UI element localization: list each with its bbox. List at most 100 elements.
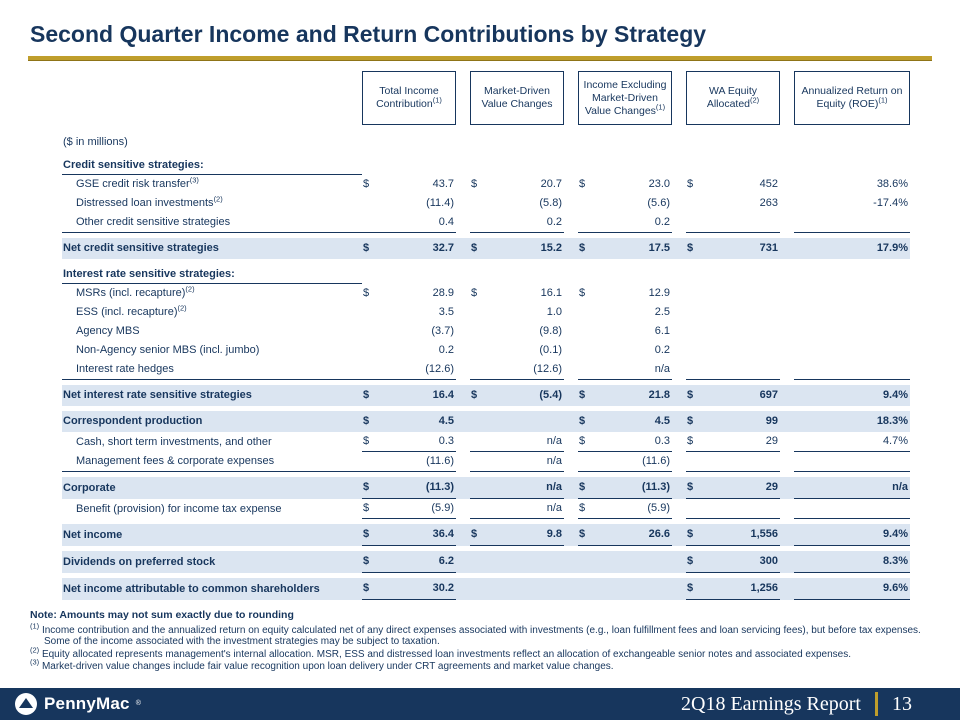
- cell-currency: $: [578, 472, 594, 499]
- column-header-gap: [672, 71, 686, 125]
- footnote-2: (2) Equity allocated represents manageme…: [30, 646, 930, 661]
- table-row: MSRs (incl. recapture)(2) $28.9 $16.1 $12.9: [62, 284, 910, 303]
- cell-currency: [470, 360, 486, 380]
- cell-currency: [578, 573, 594, 600]
- cell-currency: $: [686, 233, 702, 259]
- strategy-table-body: Credit sensitive strategies: GSE credit r…: [62, 150, 911, 600]
- cell-value: 9.6%: [798, 573, 911, 600]
- cell-gap: [564, 341, 578, 360]
- cell-gap: [456, 573, 470, 600]
- cell-value: 36.4: [378, 519, 456, 546]
- cell-gap: [780, 472, 794, 499]
- cell-value: [798, 303, 910, 322]
- cell-currency: [686, 499, 702, 519]
- cell-value: (11.4): [426, 197, 454, 209]
- cell-gap: [456, 406, 470, 432]
- row-label-cell: Corporate: [62, 472, 362, 499]
- row-label-cell: Net income: [62, 519, 362, 546]
- cell-currency: $: [362, 573, 378, 600]
- row-label-cell: Non-Agency senior MBS (incl. jumbo): [62, 341, 362, 360]
- cell-currency: [470, 303, 486, 322]
- cell-currency: [794, 233, 798, 259]
- table-row: Net credit sensitive strategies $32.7 $15.…: [62, 233, 911, 259]
- column-header-gap: [564, 71, 578, 125]
- cell-value: [798, 360, 911, 380]
- cell-gap: [564, 519, 578, 546]
- column-header-box: Annualized Return on Equity (ROE)(1): [794, 71, 911, 125]
- cell-gap: [780, 452, 794, 472]
- cell-gap: [672, 452, 686, 472]
- column-header-box: WA Equity Allocated(2): [686, 71, 780, 125]
- row-label: Benefit (provision) for income tax expen…: [76, 502, 282, 515]
- row-label: GSE credit risk transfer: [76, 178, 190, 190]
- cell-currency: $: [686, 406, 702, 432]
- row-label-sup: (2): [177, 303, 187, 313]
- cell-gap: [672, 380, 686, 406]
- cell-value: 17.9%: [798, 233, 911, 259]
- row-label-sup: (2): [213, 194, 223, 204]
- cell-value: 20.7: [540, 178, 562, 190]
- cell-currency: [794, 360, 798, 380]
- table-row: Distressed loan investments(2) (11.4) (5.8…: [62, 194, 910, 213]
- row-label: Net income attributable to common shareh…: [63, 582, 320, 595]
- column-header-sup: (2): [750, 95, 760, 105]
- cell-value: [798, 452, 911, 472]
- cell-currency: [686, 341, 702, 360]
- cell-value: (9.8): [539, 325, 562, 337]
- cell-currency: $: [362, 472, 378, 499]
- strategy-table: Total Income Contribution(1) Market-Drive…: [62, 71, 911, 600]
- cell-currency: $: [579, 287, 586, 299]
- cell-currency: [794, 380, 798, 406]
- table-row: Net income attributable to common shareh…: [62, 573, 911, 600]
- footnote-3-text: Market-driven value changes include fair…: [41, 661, 614, 672]
- cell-currency: [686, 284, 702, 303]
- cell-currency: [362, 341, 378, 360]
- cell-currency: [578, 546, 594, 573]
- row-label: Dividends on preferred stock: [63, 555, 216, 568]
- cell-gap: [456, 213, 470, 233]
- cell-currency: [578, 194, 594, 213]
- cell-value: (11.6): [378, 452, 456, 472]
- cell-value: [486, 406, 564, 432]
- row-label-cell: Net credit sensitive strategies: [62, 233, 362, 259]
- row-label: Corporate: [63, 481, 116, 494]
- row-label-sup: (2): [185, 284, 195, 294]
- cell-currency: $: [686, 380, 702, 406]
- cell-value: 16.4: [378, 380, 456, 406]
- cell-value: [798, 213, 911, 233]
- row-label-cell: Cash, short term investments, and other: [62, 432, 362, 452]
- cell-value: [594, 573, 672, 600]
- table-row: Non-Agency senior MBS (incl. jumbo) 0.2 (0…: [62, 341, 910, 360]
- pennymac-logo-icon: [15, 693, 37, 715]
- cell-gap: [564, 406, 578, 432]
- cell-value: (12.6): [486, 360, 564, 380]
- row-label-cell: Net interest rate sensitive strategies: [62, 380, 362, 406]
- row-label-cell: MSRs (incl. recapture)(2): [62, 284, 362, 303]
- cell-currency: [470, 573, 486, 600]
- table-row: Corporate $ (11.3) n/a $ (11.3) $29 n/a: [62, 472, 911, 499]
- cell-value: n/a: [486, 452, 564, 472]
- cell-currency: $: [578, 380, 594, 406]
- cell-value: 0.3: [594, 432, 672, 452]
- cell-gap: [564, 233, 578, 259]
- cell-gap: [564, 194, 578, 213]
- cell-gap: [780, 194, 794, 213]
- cell-gap: [456, 499, 470, 519]
- row-label-cell: Benefit (provision) for income tax expen…: [62, 499, 362, 519]
- column-header-box: Income Excluding Market-Driven Value Cha…: [578, 71, 672, 125]
- cell-currency: $: [578, 406, 594, 432]
- cell-gap: [672, 432, 686, 452]
- cell-value: 263: [759, 197, 778, 209]
- cell-value: 8.3%: [798, 546, 911, 573]
- cell-value: 4.5: [594, 406, 672, 432]
- report-title: 2Q18 Earnings Report: [681, 692, 861, 715]
- cell-gap: [672, 406, 686, 432]
- brand-name: PennyMac: [44, 694, 130, 713]
- cell-value: [702, 303, 780, 322]
- cell-currency: $: [578, 432, 594, 452]
- cell-currency: $: [362, 233, 378, 259]
- cell-value: [702, 322, 780, 341]
- cell-gap: [564, 303, 578, 322]
- table-row: Benefit (provision) for income tax expen…: [62, 499, 911, 519]
- table-row: Interest rate sensitive strategies:: [62, 259, 910, 284]
